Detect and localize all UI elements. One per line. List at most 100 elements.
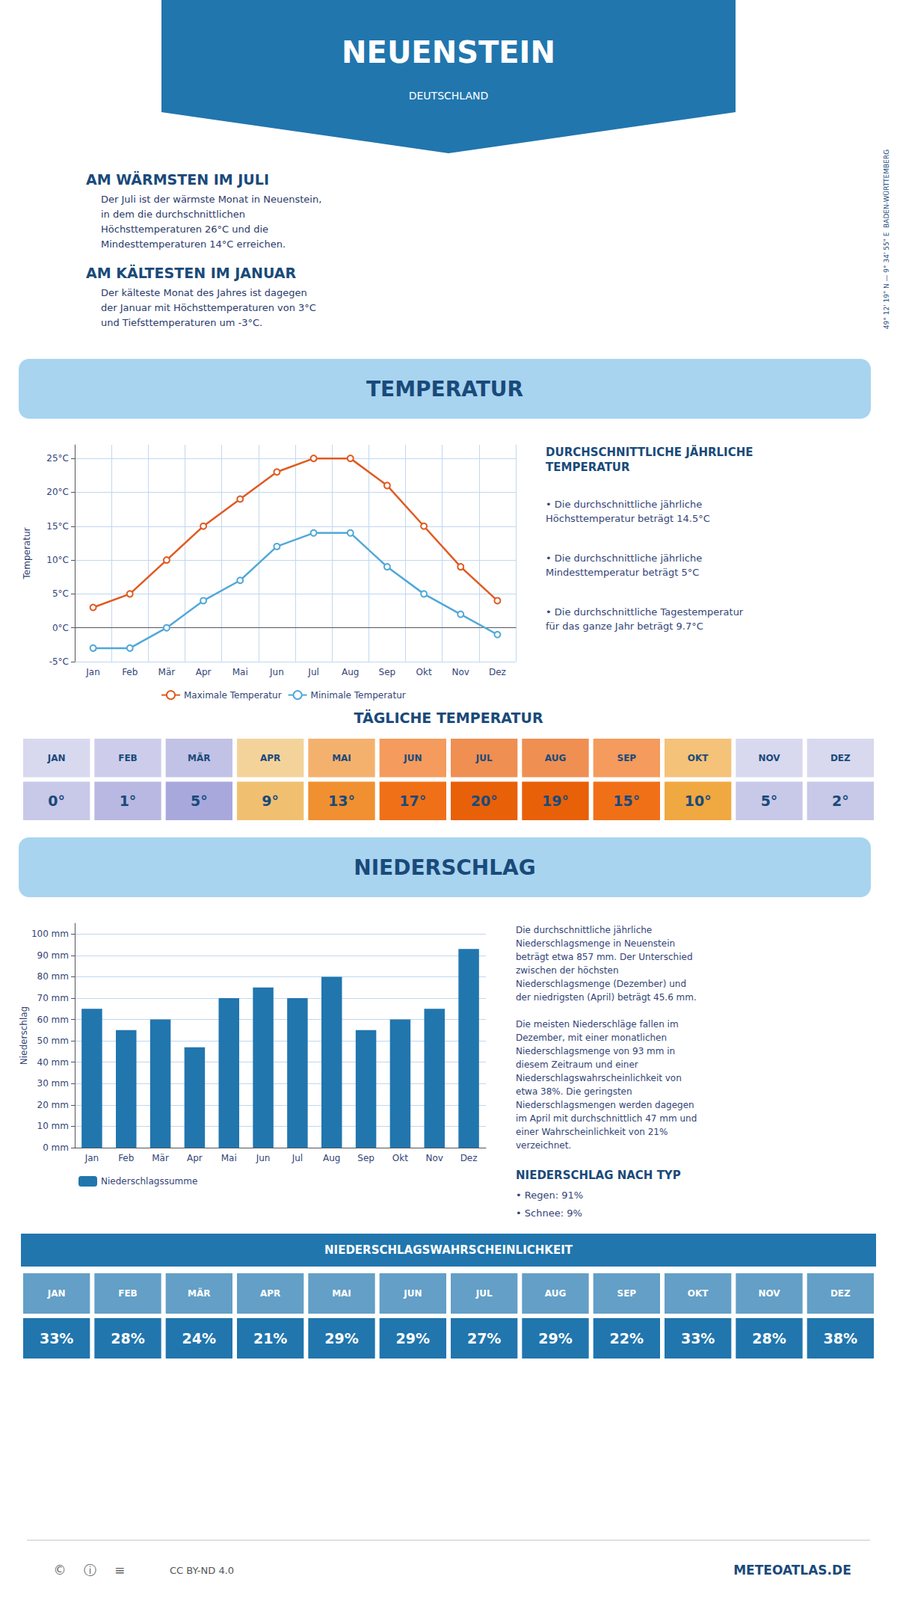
svg-text:15°: 15° — [612, 792, 640, 809]
svg-text:1°: 1° — [119, 792, 137, 809]
svg-text:DEZ: DEZ — [830, 752, 851, 764]
svg-text:33%: 33% — [39, 1329, 74, 1347]
svg-text:Die meisten Niederschläge fall: Die meisten Niederschläge fallen im — [515, 1018, 679, 1030]
svg-text:5°C: 5°C — [52, 588, 69, 599]
svg-text:17°: 17° — [399, 792, 427, 809]
svg-text:DEZ: DEZ — [830, 1287, 851, 1299]
svg-text:≡: ≡ — [114, 1562, 125, 1578]
svg-text:MÄR: MÄR — [187, 1287, 211, 1299]
svg-text:80 mm: 80 mm — [37, 971, 69, 982]
svg-text:einer Wahrscheinlichkeit von 2: einer Wahrscheinlichkeit von 21% — [515, 1126, 668, 1137]
svg-text:NEUENSTEIN: NEUENSTEIN — [341, 35, 556, 70]
svg-text:beträgt etwa 857 mm. Der Unter: beträgt etwa 857 mm. Der Unterschied — [515, 951, 693, 963]
svg-text:TEMPERATUR: TEMPERATUR — [366, 376, 524, 402]
svg-text:• Regen: 91%: • Regen: 91% — [515, 1189, 584, 1201]
svg-text:Mai: Mai — [221, 1152, 237, 1164]
svg-text:Niederschlagsmenge von 93 mm i: Niederschlagsmenge von 93 mm in — [515, 1045, 675, 1057]
svg-text:JUN: JUN — [402, 752, 422, 764]
svg-text:2°: 2° — [831, 792, 850, 809]
svg-text:28%: 28% — [110, 1329, 145, 1347]
svg-text:• Die durchschnittliche Tagest: • Die durchschnittliche Tagestemperatur — [545, 606, 744, 618]
svg-text:NIEDERSCHLAG NACH TYP: NIEDERSCHLAG NACH TYP — [515, 1168, 681, 1182]
svg-text:Sep: Sep — [357, 1152, 375, 1164]
svg-text:33%: 33% — [680, 1329, 715, 1347]
svg-text:MAI: MAI — [331, 752, 352, 764]
svg-text:20 mm: 20 mm — [37, 1099, 69, 1111]
svg-text:in dem die durchschnittlichen: in dem die durchschnittlichen — [100, 208, 246, 220]
svg-text:5°: 5° — [190, 792, 208, 809]
svg-text:40 mm: 40 mm — [37, 1056, 69, 1068]
svg-text:SEP: SEP — [617, 1287, 637, 1299]
svg-text:Der kälteste Monat des Jahres: Der kälteste Monat des Jahres ist dagege… — [100, 287, 308, 299]
svg-text:5°: 5° — [760, 792, 779, 809]
svg-text:29%: 29% — [324, 1329, 359, 1347]
svg-text:verzeichnet.: verzeichnet. — [515, 1139, 572, 1151]
svg-text:NIEDERSCHLAGSWAHRSCHEINLICHKEI: NIEDERSCHLAGSWAHRSCHEINLICHKEIT — [324, 1243, 574, 1257]
svg-text:Mindesttemperatur beträgt 5°C: Mindesttemperatur beträgt 5°C — [545, 566, 699, 578]
svg-text:Jan: Jan — [85, 666, 101, 678]
svg-text:NIEDERSCHLAG: NIEDERSCHLAG — [353, 855, 536, 880]
svg-text:0 mm: 0 mm — [42, 1142, 69, 1153]
svg-text:TEMPERATUR: TEMPERATUR — [545, 460, 631, 474]
svg-text:27%: 27% — [467, 1329, 501, 1347]
svg-text:Feb: Feb — [121, 666, 138, 678]
svg-text:24%: 24% — [182, 1329, 217, 1347]
svg-text:Dez: Dez — [488, 666, 507, 678]
svg-text:Niederschlagsmengen werden dag: Niederschlagsmengen werden dagegen — [515, 1099, 695, 1111]
svg-text:Temperatur: Temperatur — [21, 526, 33, 580]
svg-text:zwischen der höchsten: zwischen der höchsten — [515, 965, 619, 976]
svg-text:JUL: JUL — [475, 752, 493, 764]
svg-text:29%: 29% — [396, 1329, 430, 1347]
svg-text:15°C: 15°C — [46, 521, 69, 532]
svg-text:APR: APR — [260, 752, 281, 764]
svg-text:diesem Zeitraum und einer: diesem Zeitraum und einer — [515, 1059, 639, 1070]
svg-text:Mai: Mai — [232, 666, 249, 678]
svg-text:10°C: 10°C — [46, 554, 69, 566]
svg-text:0°: 0° — [47, 792, 66, 809]
svg-text:OKT: OKT — [687, 752, 710, 764]
svg-text:Höchsttemperaturen 26°C und di: Höchsttemperaturen 26°C und die — [100, 223, 269, 235]
svg-text:SEP: SEP — [617, 752, 637, 764]
svg-text:Niederschlag: Niederschlag — [18, 1006, 30, 1065]
svg-text:19°: 19° — [541, 792, 569, 809]
svg-text:10 mm: 10 mm — [37, 1120, 69, 1131]
svg-text:der Januar mit Höchsttemperatu: der Januar mit Höchsttemperaturen von 3°… — [100, 301, 317, 314]
svg-text:Sep: Sep — [378, 666, 397, 678]
svg-text:Jan: Jan — [84, 1152, 100, 1164]
svg-text:Aug: Aug — [341, 666, 359, 678]
svg-text:10°: 10° — [684, 792, 712, 809]
svg-text:MÄR: MÄR — [187, 751, 211, 764]
svg-text:Nov: Nov — [452, 666, 470, 678]
svg-text:TÄGLICHE TEMPERATUR: TÄGLICHE TEMPERATUR — [353, 708, 543, 726]
svg-text:der niedrigsten (April) beträg: der niedrigsten (April) beträgt 45.6 mm. — [515, 991, 697, 1003]
svg-text:Niederschlagsmenge in Neuenste: Niederschlagsmenge in Neuenstein — [515, 938, 675, 949]
svg-text:Okt: Okt — [416, 666, 433, 678]
svg-text:20°C: 20°C — [46, 486, 69, 498]
svg-text:22%: 22% — [609, 1329, 644, 1347]
svg-text:60 mm: 60 mm — [37, 1014, 69, 1025]
svg-text:• Die durchschnittliche jährli: • Die durchschnittliche jährliche — [545, 552, 702, 564]
svg-text:DURCHSCHNITTLICHE JÄHRLICHE: DURCHSCHNITTLICHE JÄHRLICHE — [545, 444, 753, 459]
svg-text:20°: 20° — [470, 792, 498, 809]
svg-text:APR: APR — [260, 1287, 281, 1299]
svg-text:Mär: Mär — [151, 1152, 169, 1164]
svg-text:Mär: Mär — [158, 666, 176, 678]
svg-text:49° 12' 19" N — 9° 34' 55" E: 49° 12' 19" N — 9° 34' 55" E BADEN-WÜRTT… — [882, 149, 891, 329]
svg-text:• Schnee: 9%: • Schnee: 9% — [515, 1207, 583, 1219]
svg-text:Niederschlagssumme: Niederschlagssumme — [100, 1175, 198, 1187]
svg-text:38%: 38% — [823, 1329, 858, 1347]
svg-text:25°C: 25°C — [46, 452, 69, 464]
svg-text:OKT: OKT — [687, 1287, 710, 1299]
svg-text:29%: 29% — [538, 1329, 572, 1347]
svg-text:21%: 21% — [253, 1329, 288, 1347]
svg-text:Jun: Jun — [269, 666, 285, 678]
svg-text:FEB: FEB — [118, 752, 138, 764]
svg-text:JUN: JUN — [402, 1287, 422, 1299]
svg-text:Jul: Jul — [291, 1152, 303, 1164]
svg-text:13°: 13° — [328, 792, 356, 809]
svg-text:Apr: Apr — [195, 666, 212, 678]
svg-text:Niederschlagsmenge (Dezember): Niederschlagsmenge (Dezember) und — [515, 978, 687, 989]
svg-text:Okt: Okt — [392, 1152, 409, 1164]
svg-text:9°: 9° — [261, 792, 279, 809]
svg-text:Jun: Jun — [255, 1152, 271, 1164]
